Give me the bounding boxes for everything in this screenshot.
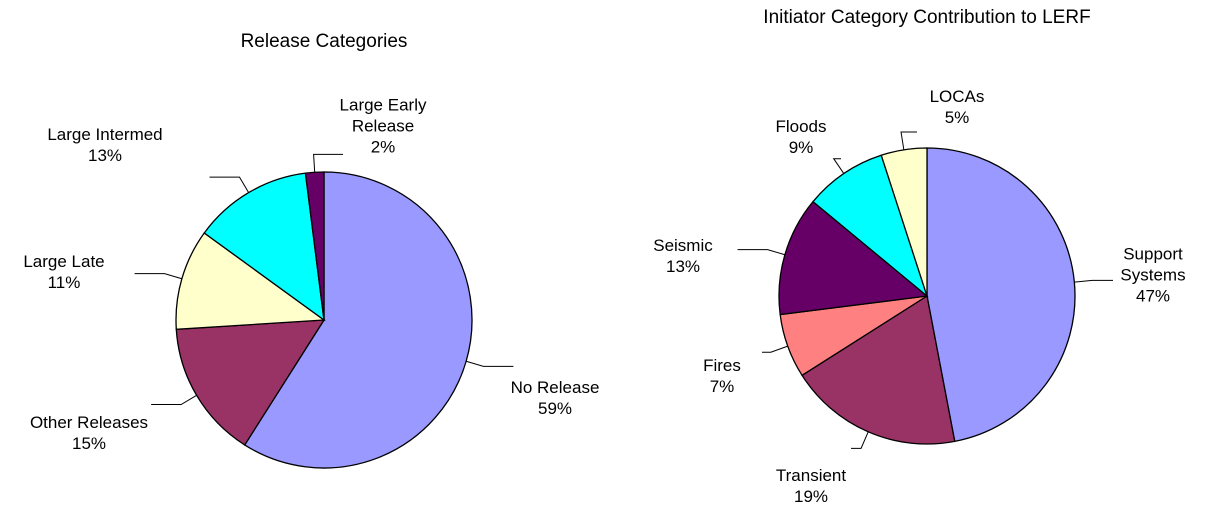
leader-line xyxy=(900,131,917,150)
label-value: 7% xyxy=(709,377,735,396)
label-value: 5% xyxy=(944,108,970,127)
leader-line xyxy=(465,360,514,367)
label-value: 11% xyxy=(47,273,81,292)
leader-line xyxy=(209,176,250,193)
slice-label: Large Late 11% xyxy=(0,251,144,293)
leader-line xyxy=(151,394,197,406)
slice-label: Large Intermed 13% xyxy=(25,124,185,166)
slice-label: Support Systems 47% xyxy=(1113,244,1193,307)
leader-line xyxy=(832,158,845,174)
label-name: Other Releases xyxy=(29,413,149,432)
slice-label: Other Releases 15% xyxy=(9,412,169,454)
label-value: 19% xyxy=(793,487,829,506)
label-value: 15% xyxy=(71,434,107,453)
label-name: No Release xyxy=(510,378,600,397)
leader-line xyxy=(134,273,183,280)
leader-line xyxy=(762,345,788,353)
slice-label: Seismic 13% xyxy=(603,235,763,277)
slice-label: Fires 7% xyxy=(642,355,802,397)
label-name: Large Late xyxy=(23,252,105,271)
slice-label: Transient 19% xyxy=(731,465,891,507)
label-name: Seismic xyxy=(653,236,713,255)
pie-slice xyxy=(880,147,928,297)
label-name: Fires xyxy=(703,356,741,375)
label-name: Large Intermed xyxy=(47,125,163,144)
label-name: Transient xyxy=(775,466,847,485)
leader-line xyxy=(737,249,786,256)
label-value: 13% xyxy=(665,257,701,276)
label-value: 47% xyxy=(1135,286,1171,306)
label-value: 59% xyxy=(537,399,573,418)
slice-label: No Release 59% xyxy=(475,377,635,419)
chart-title: Initiator Category Contribution to LERF xyxy=(763,7,1091,28)
label-name: LOCAs xyxy=(929,87,985,106)
pie-slice xyxy=(243,171,473,469)
pie-slice xyxy=(175,232,326,330)
leader-line xyxy=(851,431,869,449)
label-value: 9% xyxy=(788,138,814,157)
pie-slice xyxy=(812,154,929,298)
slice-label: LOCAs 5% xyxy=(877,86,1037,128)
chart-title: Release Categories xyxy=(240,31,408,52)
label-value: 13% xyxy=(87,146,123,165)
label-name: Floods xyxy=(775,117,827,136)
slice-label: Large Early Release 2% xyxy=(333,95,433,158)
leader-line xyxy=(313,153,343,173)
leader-line xyxy=(1074,279,1113,283)
pie-slice xyxy=(926,147,1076,443)
pie-slice xyxy=(304,171,325,321)
label-name: Large Early Release xyxy=(339,95,427,136)
slice-label: Floods 9% xyxy=(721,116,881,158)
label-value: 2% xyxy=(370,137,396,157)
label-name: Support Systems xyxy=(1120,244,1186,285)
